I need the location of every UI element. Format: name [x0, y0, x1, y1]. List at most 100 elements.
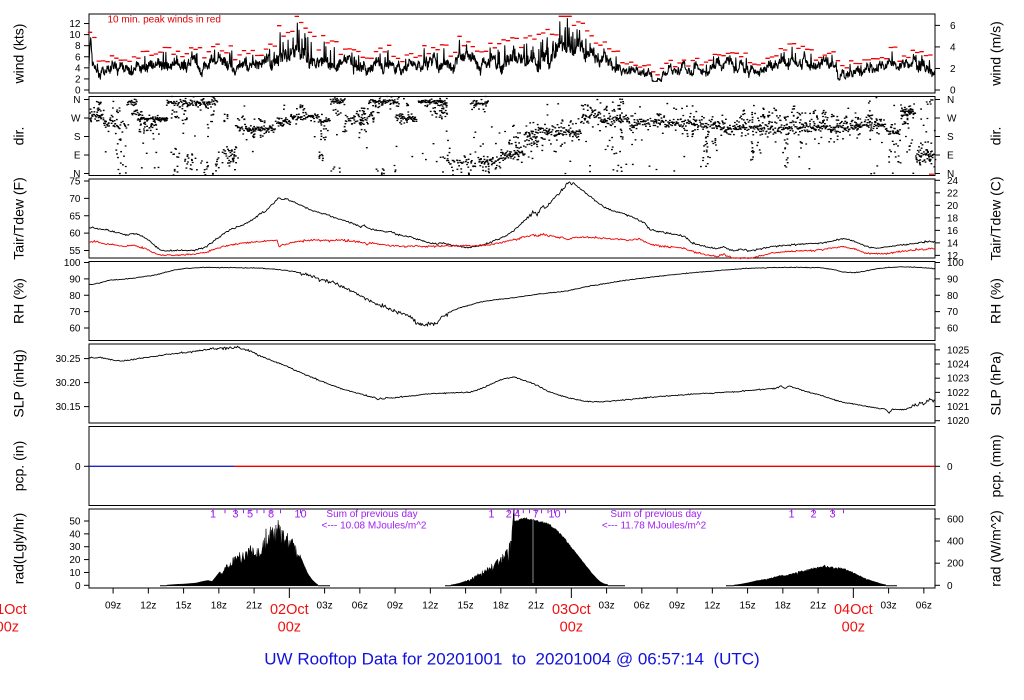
- svg-text:4: 4: [514, 509, 520, 521]
- svg-text:10 min. peak winds in red: 10 min. peak winds in red: [108, 15, 221, 26]
- svg-text:00z: 00z: [842, 620, 865, 636]
- svg-text:12: 12: [69, 19, 81, 30]
- svg-text:75: 75: [69, 177, 81, 188]
- svg-text:40: 40: [69, 529, 81, 540]
- svg-text:80: 80: [69, 291, 81, 302]
- svg-text:<--- 10.08 MJoules/m^2: <--- 10.08 MJoules/m^2: [321, 521, 426, 532]
- svg-text:12z: 12z: [422, 601, 438, 612]
- svg-text:UW Rooftop Data for 20201001: UW Rooftop Data for 20201001 to 20201004…: [264, 650, 759, 669]
- svg-text:09z: 09z: [387, 601, 403, 612]
- svg-text:09z: 09z: [669, 601, 685, 612]
- svg-text:10: 10: [548, 509, 560, 521]
- svg-text:22: 22: [947, 188, 959, 199]
- svg-text:600: 600: [947, 514, 964, 525]
- svg-text:<--- 11.78 MJoules/m^2: <--- 11.78 MJoules/m^2: [602, 521, 707, 532]
- svg-text:04Oct: 04Oct: [834, 602, 873, 618]
- svg-text:2: 2: [75, 74, 81, 85]
- svg-text:S: S: [74, 132, 81, 143]
- svg-text:6: 6: [950, 21, 956, 32]
- svg-text:dir.: dir.: [11, 127, 27, 146]
- svg-text:dir.: dir.: [988, 127, 1004, 146]
- svg-text:0: 0: [75, 462, 81, 473]
- svg-text:90: 90: [947, 274, 959, 285]
- svg-text:50: 50: [69, 517, 81, 528]
- svg-text:70: 70: [69, 194, 81, 205]
- svg-text:pcp. (in): pcp. (in): [11, 441, 27, 492]
- svg-text:03Oct: 03Oct: [552, 602, 591, 618]
- svg-text:14: 14: [947, 238, 959, 249]
- svg-text:21z: 21z: [810, 601, 826, 612]
- svg-text:200: 200: [947, 559, 964, 570]
- svg-text:18z: 18z: [211, 601, 227, 612]
- svg-text:7: 7: [533, 509, 539, 521]
- svg-text:wind (kts): wind (kts): [11, 24, 27, 85]
- svg-text:E: E: [947, 151, 954, 162]
- svg-text:15z: 15z: [458, 601, 474, 612]
- svg-text:00z: 00z: [278, 620, 301, 636]
- svg-text:30: 30: [69, 542, 81, 553]
- svg-text:1: 1: [210, 509, 216, 521]
- svg-text:60: 60: [69, 324, 81, 335]
- svg-text:2: 2: [810, 509, 816, 521]
- svg-text:8: 8: [75, 41, 81, 52]
- svg-text:SLP (inHg): SLP (inHg): [11, 349, 27, 417]
- svg-text:55: 55: [69, 246, 81, 257]
- svg-text:Tair/Tdew (F): Tair/Tdew (F): [11, 177, 27, 259]
- svg-text:wind (m/s): wind (m/s): [988, 21, 1004, 87]
- svg-text:1: 1: [488, 509, 494, 521]
- svg-text:E: E: [74, 151, 81, 162]
- svg-text:0: 0: [947, 462, 953, 473]
- svg-text:SLP (hPa): SLP (hPa): [988, 351, 1004, 415]
- svg-text:30.25: 30.25: [55, 354, 80, 365]
- svg-text:15z: 15z: [740, 601, 756, 612]
- svg-text:1024: 1024: [947, 360, 970, 371]
- svg-text:06z: 06z: [916, 601, 932, 612]
- svg-text:09z: 09z: [105, 601, 121, 612]
- svg-text:70: 70: [69, 307, 81, 318]
- svg-text:03z: 03z: [881, 601, 897, 612]
- svg-text:8: 8: [268, 509, 274, 521]
- svg-text:2: 2: [950, 64, 956, 75]
- svg-text:0: 0: [950, 86, 956, 97]
- svg-text:N: N: [73, 169, 80, 180]
- svg-text:18z: 18z: [493, 601, 509, 612]
- svg-text:01Oct: 01Oct: [0, 602, 27, 618]
- svg-text:100: 100: [64, 258, 81, 269]
- svg-text:12: 12: [947, 251, 959, 262]
- svg-text:4: 4: [75, 63, 81, 74]
- svg-text:Tair/Tdew (C): Tair/Tdew (C): [988, 176, 1004, 260]
- svg-text:03z: 03z: [317, 601, 333, 612]
- svg-text:10: 10: [69, 568, 81, 579]
- svg-text:N: N: [73, 95, 80, 106]
- svg-text:3: 3: [829, 509, 835, 521]
- svg-text:06z: 06z: [634, 601, 650, 612]
- svg-text:1023: 1023: [947, 374, 970, 385]
- svg-text:16: 16: [947, 226, 959, 237]
- svg-text:20: 20: [69, 555, 81, 566]
- svg-text:1025: 1025: [947, 345, 970, 356]
- svg-text:RH (%): RH (%): [11, 278, 27, 324]
- svg-text:10: 10: [69, 30, 81, 41]
- svg-text:0: 0: [75, 581, 81, 592]
- svg-text:18z: 18z: [775, 601, 791, 612]
- svg-text:60: 60: [947, 324, 959, 335]
- svg-text:20: 20: [947, 201, 959, 212]
- svg-text:21z: 21z: [246, 601, 262, 612]
- svg-text:1020: 1020: [947, 416, 970, 427]
- svg-text:0: 0: [75, 86, 81, 97]
- svg-text:12z: 12z: [704, 601, 720, 612]
- svg-text:12z: 12z: [140, 601, 156, 612]
- svg-text:15z: 15z: [176, 601, 192, 612]
- svg-text:0: 0: [947, 581, 953, 592]
- svg-text:18: 18: [947, 213, 959, 224]
- svg-text:65: 65: [69, 211, 81, 222]
- svg-text:70: 70: [947, 307, 959, 318]
- svg-text:02Oct: 02Oct: [270, 602, 309, 618]
- svg-text:N: N: [947, 169, 954, 180]
- svg-text:3: 3: [232, 509, 238, 521]
- svg-text:30.20: 30.20: [55, 378, 80, 389]
- svg-text:30.15: 30.15: [55, 402, 80, 413]
- svg-text:1: 1: [789, 509, 795, 521]
- svg-text:S: S: [947, 132, 954, 143]
- svg-text:Sum of previous day: Sum of previous day: [326, 509, 417, 520]
